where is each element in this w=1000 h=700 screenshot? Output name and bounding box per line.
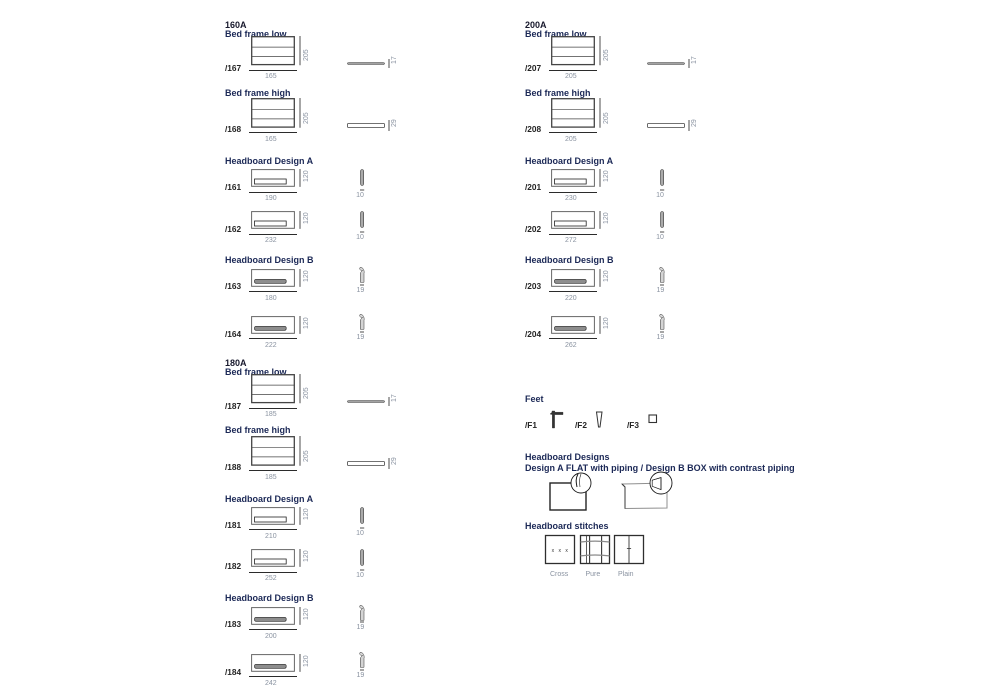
svg-text:x: x xyxy=(559,548,562,554)
svg-text:x: x xyxy=(565,548,568,554)
svg-text:x: x xyxy=(552,548,555,554)
